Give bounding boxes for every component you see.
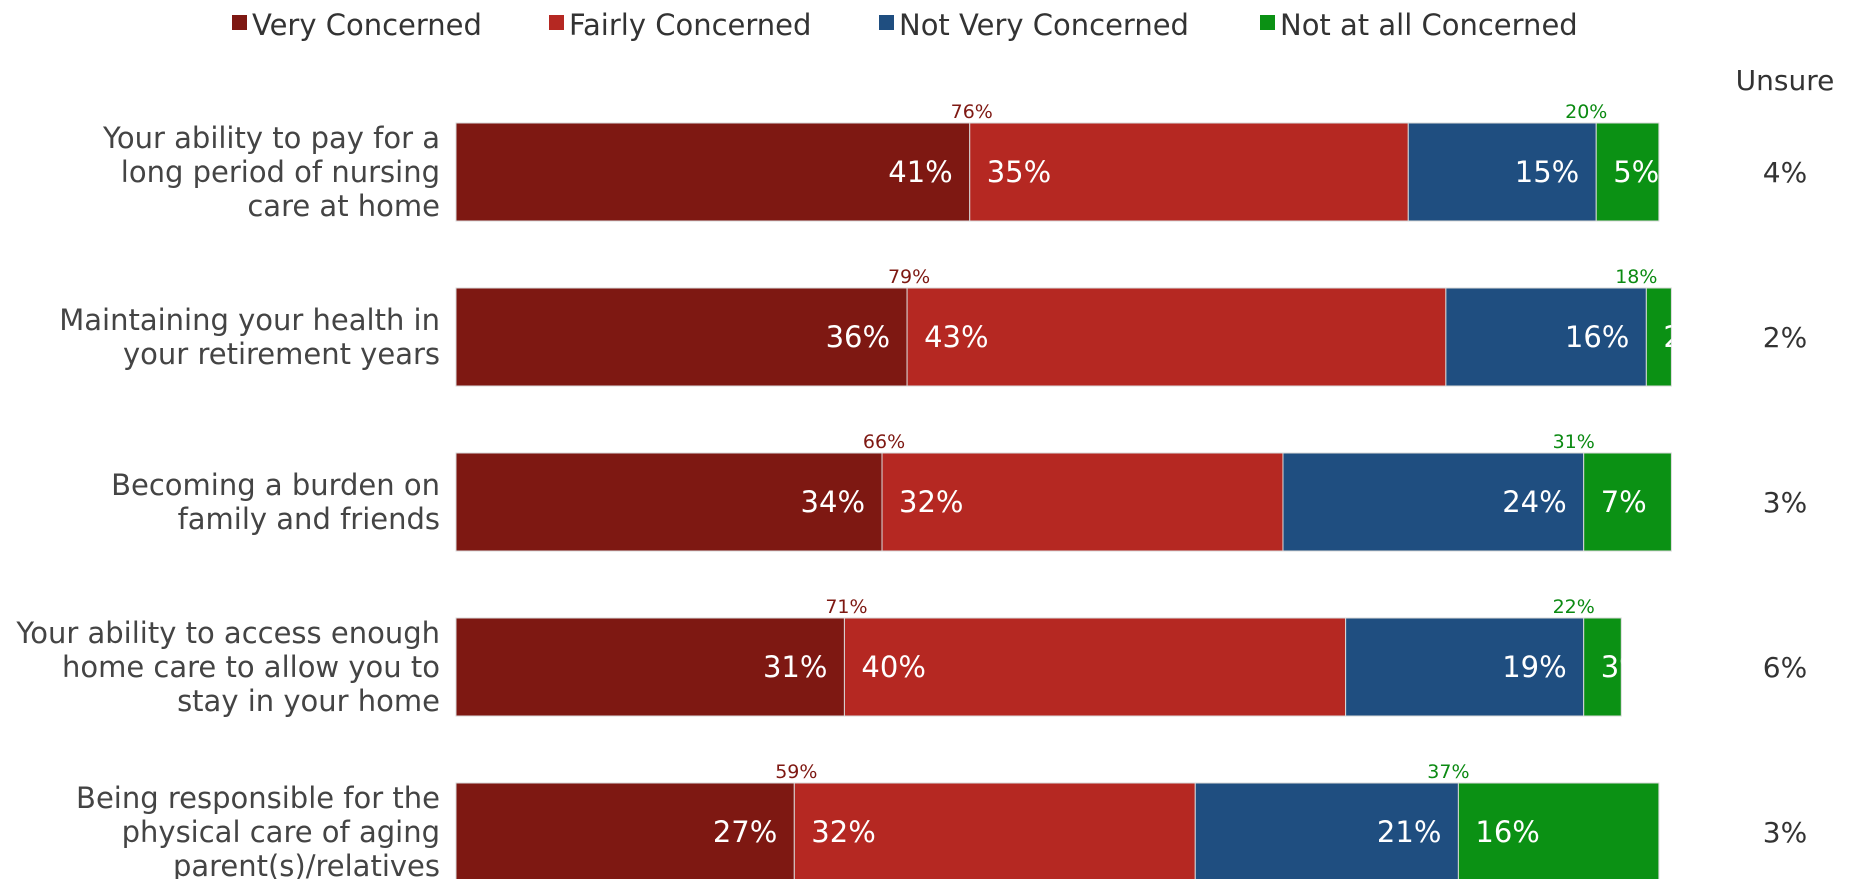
unsure-value: 4% <box>1763 156 1807 189</box>
not-concerned-total-label: 37% <box>1427 761 1469 783</box>
bar-segment-not-very-concerned <box>1445 287 1647 387</box>
segment-label: 35% <box>987 155 1051 189</box>
category-label: Your ability to pay for a long period of … <box>102 121 440 223</box>
bar-segment-very-concerned <box>455 782 795 879</box>
segment-label: 19% <box>1502 650 1566 684</box>
legend-label: Very Concerned <box>252 8 482 42</box>
legend-swatch <box>549 15 564 30</box>
not-concerned-total-label: 18% <box>1615 266 1657 288</box>
segment-label: 43% <box>924 320 988 354</box>
bar-segment-fairly-concerned <box>881 452 1284 552</box>
category-label: Your ability to access enough home care t… <box>15 616 440 718</box>
legend-swatch <box>1260 15 1275 30</box>
segment-label: 31% <box>763 650 827 684</box>
bar-row: Your ability to access enough home care t… <box>15 596 1807 718</box>
bar-segment-not-at-all-concerned <box>1457 782 1660 879</box>
unsure-value: 3% <box>1763 486 1807 519</box>
concerned-total-label: 76% <box>951 101 993 123</box>
segment-label: 36% <box>826 320 890 354</box>
bar-row: Maintaining your health in your retiremen… <box>59 266 1807 387</box>
category-label: Becoming a burden on family and friends <box>111 468 440 536</box>
bar-row: Your ability to pay for a long period of … <box>102 101 1807 223</box>
legend-item-not-very-concerned: Not Very Concerned <box>879 8 1189 42</box>
legend-item-not-at-all-concerned: Not at all Concerned <box>1260 8 1578 42</box>
category-label: Being responsible for the physical care o… <box>76 781 440 879</box>
bar-segment-not-at-all-concerned <box>1595 122 1660 222</box>
bar-segment-very-concerned <box>455 617 845 717</box>
segment-label: 34% <box>801 485 865 519</box>
segment-label: 7% <box>1601 485 1647 519</box>
segment-label: 16% <box>1565 320 1629 354</box>
bar-segment-fairly-concerned <box>969 122 1409 222</box>
unsure-value: 6% <box>1763 651 1807 684</box>
legend-item-very-concerned: Very Concerned <box>232 8 482 42</box>
not-concerned-total-label: 31% <box>1553 431 1595 453</box>
bar-segment-fairly-concerned <box>906 287 1447 387</box>
category-label: Maintaining your health in your retiremen… <box>59 303 440 371</box>
unsure-column-header: Unsure <box>1736 64 1835 97</box>
legend-swatch <box>879 15 894 30</box>
legend-label: Not Very Concerned <box>899 8 1189 42</box>
concerned-total-label: 79% <box>888 266 930 288</box>
bar-segment-very-concerned <box>455 452 883 552</box>
bar-segment-not-very-concerned <box>1194 782 1459 879</box>
segment-label: 41% <box>888 155 952 189</box>
legend-label: Fairly Concerned <box>569 8 811 42</box>
bar-segment-very-concerned <box>455 287 908 387</box>
legend-label: Not at all Concerned <box>1280 8 1578 42</box>
bar-row: Becoming a burden on family and friends 34… <box>111 431 1807 552</box>
segment-label: 3% <box>1601 650 1647 684</box>
segment-label: 27% <box>713 815 777 849</box>
bar-segment-not-at-all-concerned <box>1583 617 1622 717</box>
bar-segment-fairly-concerned <box>843 617 1347 717</box>
concerned-total-label: 59% <box>775 761 817 783</box>
segment-label: 16% <box>1475 815 1539 849</box>
not-concerned-total-label: 20% <box>1565 101 1607 123</box>
segment-label: 40% <box>861 650 925 684</box>
legend: Very Concerned Fairly Concerned Not Very C… <box>232 8 1578 42</box>
segment-label: 5% <box>1613 155 1659 189</box>
bar-segment-not-very-concerned <box>1345 617 1585 717</box>
segment-label: 32% <box>811 815 875 849</box>
concerned-total-label: 71% <box>825 596 867 618</box>
segment-label: 24% <box>1502 485 1566 519</box>
concerned-total-label: 66% <box>863 431 905 453</box>
unsure-value: 2% <box>1763 321 1807 354</box>
bar-segment-not-at-all-concerned <box>1645 287 1672 387</box>
legend-swatch <box>232 15 247 30</box>
not-concerned-total-label: 22% <box>1553 596 1595 618</box>
segment-label: 32% <box>899 485 963 519</box>
segment-label: 2 <box>1663 320 1681 354</box>
bar-row: Being responsible for the physical care o… <box>76 761 1807 879</box>
bar-segment-not-very-concerned <box>1407 122 1597 222</box>
bar-segment-not-at-all-concerned <box>1583 452 1672 552</box>
segment-label: 15% <box>1515 155 1579 189</box>
unsure-value: 3% <box>1763 816 1807 849</box>
bar-segment-very-concerned <box>455 122 971 222</box>
bars-area: Your ability to pay for a long period of … <box>15 101 1807 879</box>
segment-label: 21% <box>1377 815 1441 849</box>
legend-item-fairly-concerned: Fairly Concerned <box>549 8 811 42</box>
